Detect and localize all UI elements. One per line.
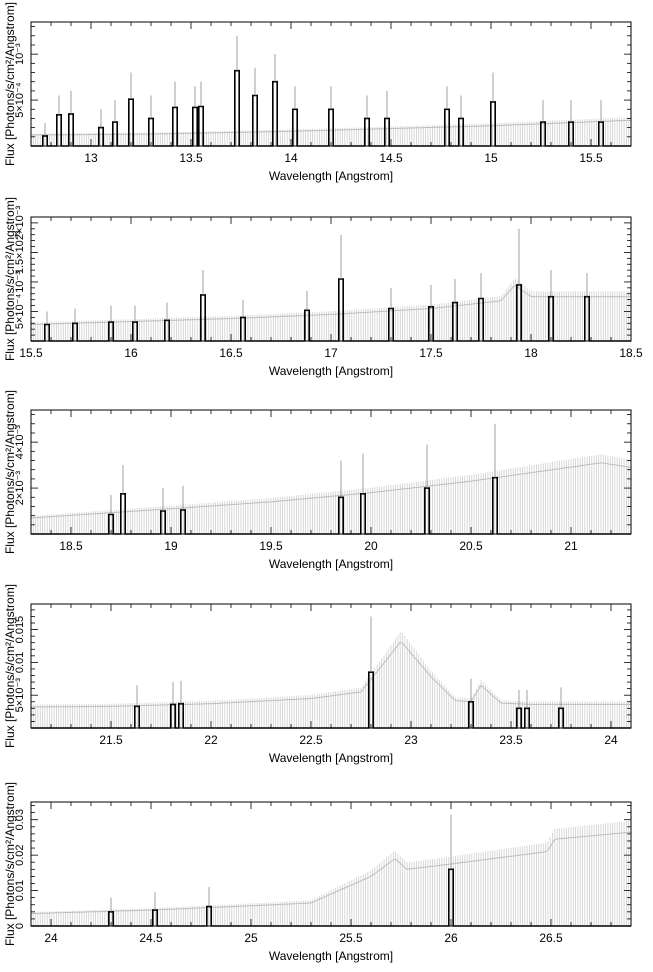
x-tick-label: 16 <box>124 346 138 360</box>
x-tick-label: 21.5 <box>99 733 123 747</box>
y-axis-label: Flux [Photons/s/cm²/Angstrom] <box>3 390 17 554</box>
x-axis: 15.5 16 16.5 17 17.5 18 18.5 Wavelength [Angstr… <box>19 217 643 378</box>
x-tick-label: 16.5 <box>219 346 243 360</box>
x-tick-label: 15.5 <box>579 151 603 165</box>
x-axis-label: Wavelength [Angstrom] <box>269 169 393 183</box>
chart-panel-3: 18.5 19 19.5 20 20.5 21 Wavelength [Angstrom] 2… <box>3 390 632 571</box>
x-axis: 24 24.5 25 25.5 26 26.5 Wavelength [Angstrom] <box>30 802 632 963</box>
x-tick-label: 17.5 <box>419 346 443 360</box>
x-tick-label: 19 <box>164 539 178 553</box>
x-tick-label: 24 <box>44 931 58 945</box>
x-tick-label: 17 <box>324 346 338 360</box>
y-tick-label: 5×10⁻⁴ <box>14 294 26 330</box>
x-tick-label: 13.5 <box>179 151 203 165</box>
y-tick-label: 10⁻³ <box>14 271 26 293</box>
line-histogram <box>31 35 631 147</box>
continuum-model <box>30 278 632 341</box>
continuum-model <box>30 632 632 728</box>
y-axis-label: Flux [Photons/s/cm²/Angstrom] <box>3 782 17 946</box>
x-tick-label: 24.5 <box>139 931 163 945</box>
x-axis-label: Wavelength [Angstrom] <box>269 557 393 571</box>
x-tick-label: 15.5 <box>19 346 43 360</box>
x-tick-label: 25 <box>244 931 258 945</box>
continuum-envelope <box>30 462 632 519</box>
chart-panel-2: 15.5 16 16.5 17 17.5 18 18.5 Wavelength [Angstr… <box>3 197 643 378</box>
x-axis-label: Wavelength [Angstrom] <box>269 364 393 378</box>
x-tick-label: 13 <box>84 151 98 165</box>
chart-panel-1: 13 13.5 14 14.5 15 15.5 Wavelength [Angstrom] 5… <box>3 2 632 183</box>
x-tick-label: 18.5 <box>59 539 83 553</box>
x-tick-label: 14.5 <box>379 151 403 165</box>
continuum-envelope <box>31 119 632 136</box>
x-tick-label: 24 <box>604 733 618 747</box>
continuum-envelope <box>30 284 631 325</box>
continuum-model <box>30 820 632 926</box>
x-tick-label: 26.5 <box>539 931 563 945</box>
y-tick-label: 0.02 <box>14 844 26 865</box>
x-tick-label: 20.5 <box>459 539 483 553</box>
y-tick-label: 4×10⁻³ <box>14 425 26 460</box>
y-tick-label: 0.01 <box>14 880 26 901</box>
x-tick-label: 20 <box>364 539 378 553</box>
x-axis: 13 13.5 14 14.5 15 15.5 Wavelength [Angstrom] <box>30 22 632 183</box>
y-axis-label: Flux [Photons/s/cm²/Angstrom] <box>3 584 17 748</box>
x-tick-label: 21 <box>564 539 578 553</box>
x-tick-label: 25.5 <box>339 931 363 945</box>
x-tick-label: 23.5 <box>499 733 523 747</box>
y-tick-label: 2×10⁻³ <box>14 471 26 506</box>
y-tick-label: 2×10⁻³ <box>14 205 26 240</box>
y-axis-label: Flux [Photons/s/cm²/Angstrom] <box>3 197 17 361</box>
y-tick-label: 0 <box>14 923 26 929</box>
x-tick-label: 19.5 <box>259 539 283 553</box>
y-tick-label: 0.03 <box>14 809 26 830</box>
x-tick-label: 15 <box>484 151 498 165</box>
continuum-envelope <box>31 641 631 708</box>
y-tick-label: 0.015 <box>14 616 26 644</box>
x-tick-label: 18.5 <box>619 346 643 360</box>
y-tick-label: 0.01 <box>14 652 26 673</box>
y-tick-label: 5×10⁻⁴ <box>14 82 26 118</box>
x-axis: 21.5 22 22.5 23 23.5 24 Wavelength [Angstrom] <box>30 604 632 765</box>
x-axis-label: Wavelength [Angstrom] <box>269 751 393 765</box>
chart-panel-4: 21.5 22 22.5 23 23.5 24 Wavelength [Angstrom] 5… <box>3 584 632 765</box>
continuum-model <box>30 117 632 146</box>
x-tick-label: 23 <box>404 733 418 747</box>
x-axis-label: Wavelength [Angstrom] <box>269 949 393 963</box>
x-tick-label: 26 <box>444 931 458 945</box>
x-axis: 18.5 19 19.5 20 20.5 21 Wavelength [Angstrom] <box>30 410 632 571</box>
chart-panel-5: 24 24.5 25 25.5 26 26.5 Wavelength [Angstrom] 0… <box>3 782 632 963</box>
flux-step-curve <box>31 69 631 147</box>
y-tick-label: 10⁻³ <box>14 43 26 65</box>
x-tick-label: 18 <box>524 346 538 360</box>
y-tick-label: 5×10⁻³ <box>14 678 26 713</box>
y-axis-label: Flux [Photons/s/cm²/Angstrom] <box>3 2 17 166</box>
continuum-envelope <box>30 831 632 915</box>
x-tick-label: 14 <box>284 151 298 165</box>
x-tick-label: 22.5 <box>299 733 323 747</box>
x-tick-label: 22 <box>204 733 218 747</box>
y-tick-label: 1.5×10⁻³ <box>14 230 26 274</box>
continuum-model <box>30 454 632 534</box>
